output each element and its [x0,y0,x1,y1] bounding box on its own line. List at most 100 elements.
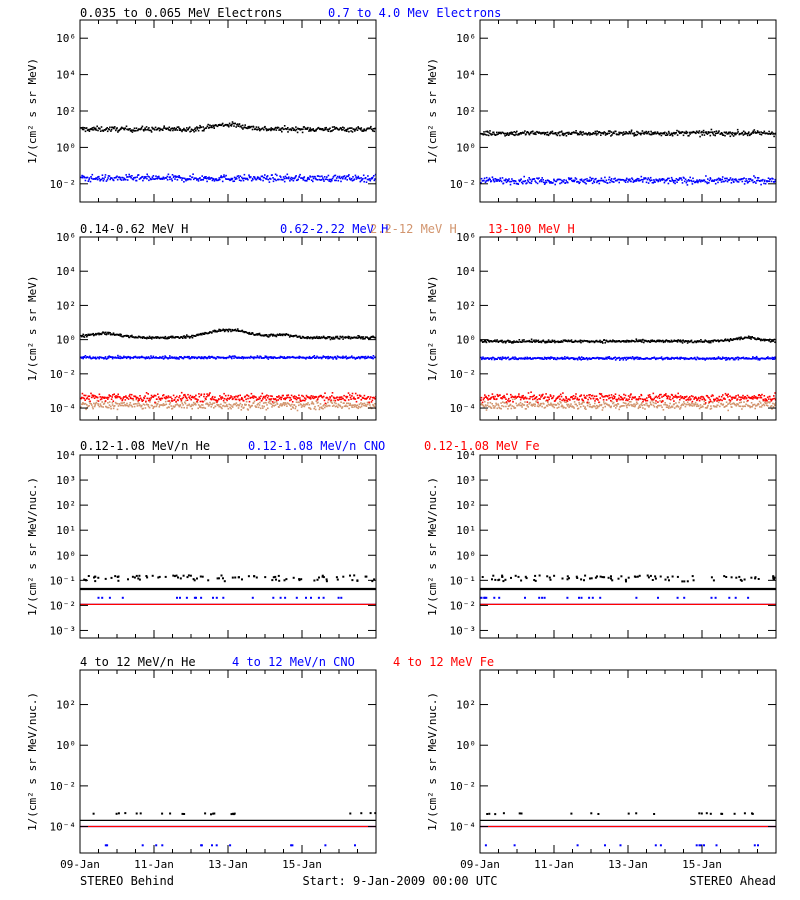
data-point [195,394,197,397]
data-point [213,125,215,128]
data-point [483,133,486,135]
data-point [178,175,180,177]
data-point [122,176,124,179]
data-point [101,174,104,176]
data-point [255,333,258,335]
data-point [184,401,186,404]
data-point [615,403,618,406]
data-point [216,399,219,402]
data-point [656,131,659,133]
data-point [609,358,611,360]
data-point [196,128,199,130]
data-point [265,355,268,358]
data-point [212,330,215,333]
data-point [123,396,125,398]
data-point [586,394,588,397]
data-point [208,404,211,406]
data-point [559,357,562,359]
data-point [559,393,562,396]
data-point [205,127,208,129]
data-point [653,132,656,135]
data-point [358,335,361,337]
data-point [681,403,683,406]
data-point [261,127,264,129]
data-point [599,357,601,359]
data-point [263,395,265,398]
data-point [484,340,487,342]
data-point [364,357,366,360]
data-point [501,177,504,179]
data-point [278,334,280,336]
data-point [152,127,155,130]
data-point [343,405,346,407]
data-point [753,357,756,359]
data-point [348,130,350,133]
data-point [117,405,120,407]
data-point [263,335,265,337]
data-point [480,339,483,342]
data-point [320,406,323,408]
data-point [119,178,122,181]
data-point [276,174,278,177]
data-point [358,405,360,408]
data-point [101,332,103,335]
data-point [610,405,612,408]
data-point [706,181,708,183]
data-point [96,177,98,180]
data-point [223,401,226,404]
data-point [291,401,294,403]
data-point [676,129,678,132]
data-point [359,336,361,339]
data-point [561,341,563,343]
data-point [152,178,154,180]
data-point [107,402,109,404]
data-point [708,131,711,134]
data-point [346,402,348,405]
data-layer [80,121,376,183]
data-point [373,336,375,339]
data-point [613,178,615,180]
data-point [710,341,712,344]
data-point [267,129,270,131]
data-point [748,357,750,359]
data-point [496,393,499,396]
data-point [200,357,202,360]
data-point [597,179,600,182]
data-point [545,181,548,184]
data-point [95,396,98,398]
data-point [675,178,678,180]
data-point [279,128,281,130]
data-point [510,341,513,343]
data-point [355,127,358,129]
data-point [587,357,589,360]
data-point [267,401,270,404]
data-point [714,339,716,341]
data-point [741,180,744,183]
data-point [526,356,528,359]
data-point [487,131,489,133]
data-point [373,130,376,133]
data-point [212,178,215,181]
data-point [638,404,641,407]
data-point [187,356,189,359]
data-point [757,131,759,133]
data-point [681,131,684,133]
data-point [526,401,529,403]
data-point [100,333,103,336]
data-point [753,337,756,339]
data-point [107,396,110,399]
data-point [201,357,203,360]
data-point [666,339,669,342]
data-point [663,403,665,406]
data-point [240,409,243,411]
data-point [99,403,102,405]
data-point [134,176,137,179]
data-point [527,392,530,394]
data-point [516,182,518,185]
data-point [349,127,352,129]
data-point [696,180,699,183]
data-point [498,132,501,135]
data-point [85,127,88,129]
data-point [252,332,254,334]
data-point [532,398,534,401]
